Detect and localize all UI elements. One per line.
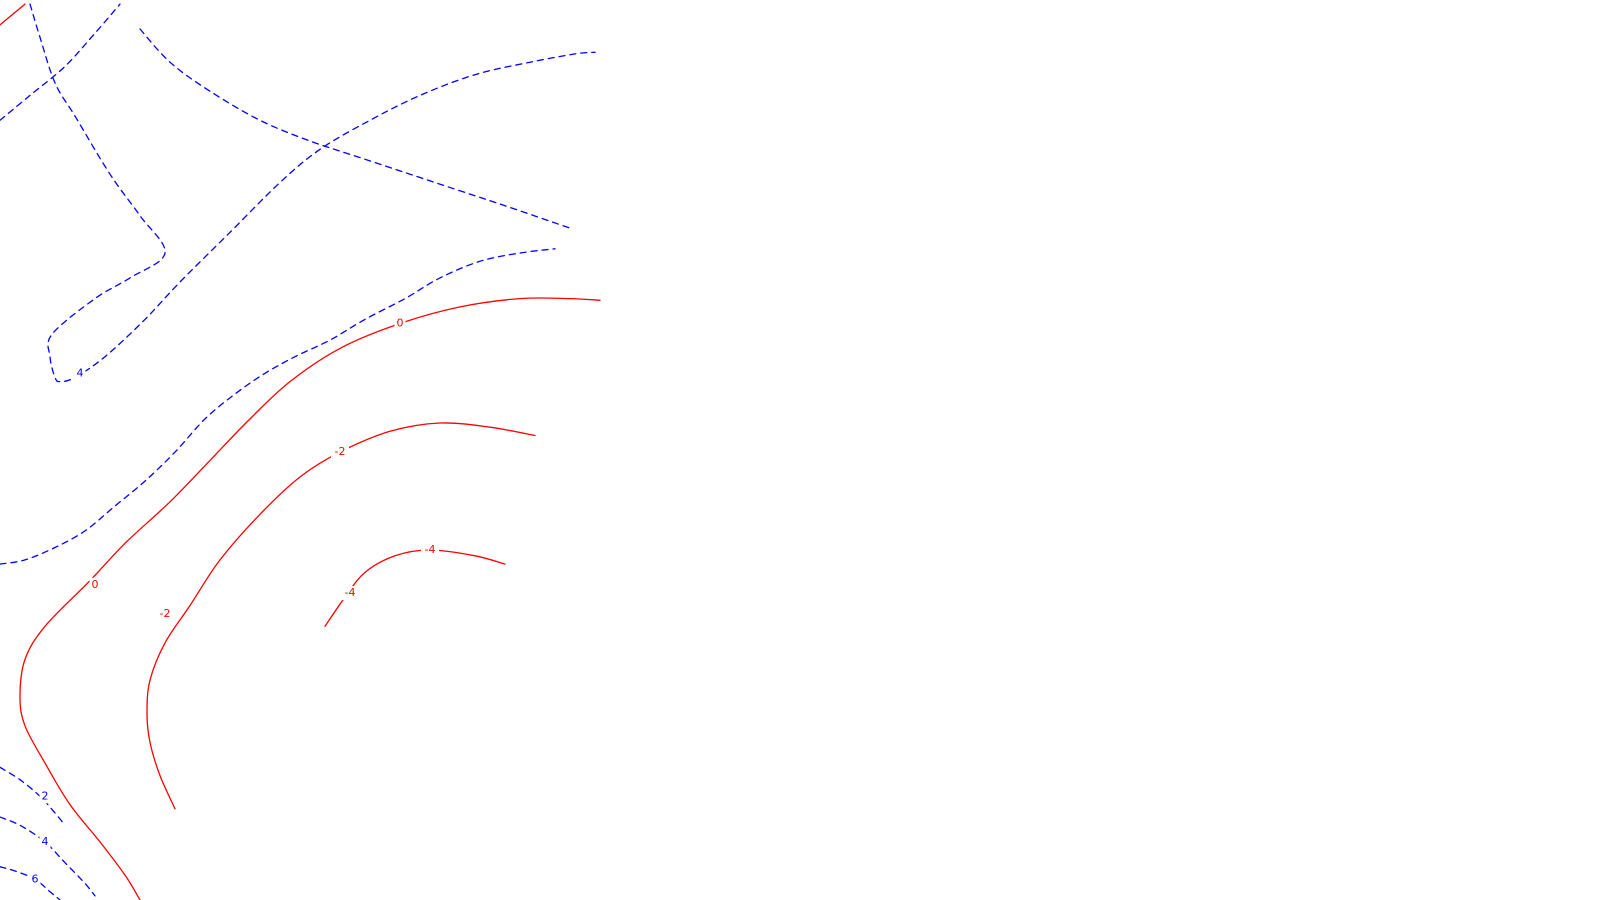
contour-label-text: 4 [42,835,49,848]
contour-line-level-neg2-8 [146,422,536,810]
contour-label-text: 6 [32,872,39,885]
contour-line-level-0-10 [0,3,26,26]
contour-line-level-4-0 [29,3,596,383]
contour-label-text: 4 [77,366,84,379]
contour-label-bg [89,577,101,592]
contour-line-level-0-7 [19,297,601,900]
contour-label-text: -4 [425,543,436,556]
contour-label-text: 0 [397,317,404,330]
contour-label-bg [331,445,349,460]
contour-line-level-2-3 [0,248,556,565]
contour-label-bg [156,606,174,621]
contour-line-level-2-2 [139,28,571,229]
contour-lines [0,3,601,900]
contour-line-level-2-4 [0,766,66,826]
contour-label-7: -2 [156,606,174,621]
contour-label-2: 4 [39,834,51,849]
contour-label-text: 0 [92,578,99,591]
contour-label-bg [29,872,41,887]
contour-label-3: 6 [29,872,41,887]
contour-label-5: 0 [89,577,101,592]
contour-label-0: 4 [74,366,86,381]
contour-label-text: -4 [345,586,356,599]
contour-label-bg [39,789,51,804]
contour-label-9: -4 [341,586,359,601]
contour-label-6: -2 [331,445,349,460]
contour-label-bg [341,586,359,601]
contour-labels: 4 2 4 6 0 0 -2 -2 -4 -4 [29,316,439,887]
contour-label-bg [421,543,439,557]
contour-line-level-4-5 [0,816,96,897]
contour-label-text: -2 [335,445,346,458]
contour-line-level-2-1 [0,3,121,121]
contour-label-4: 0 [394,316,406,331]
contour-label-8: -4 [421,543,439,557]
contour-label-bg [394,316,406,331]
contour-label-bg [74,366,86,381]
contour-label-1: 2 [39,789,51,804]
contour-label-bg [39,834,51,849]
contour-label-text: 2 [42,789,49,802]
contour-label-text: -2 [160,607,171,620]
